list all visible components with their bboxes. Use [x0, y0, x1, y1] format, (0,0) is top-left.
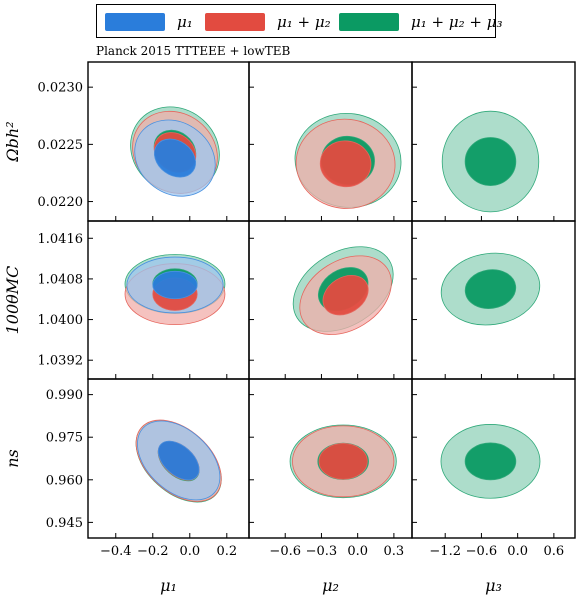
x-axis-label-mu2: μ₂	[322, 576, 339, 595]
contour-68-1-2-3-r0c2	[464, 137, 517, 186]
x-tick-label-c2-3: 0.6	[544, 544, 565, 559]
y-tick-label-r0-1: 0.0225	[38, 138, 84, 153]
y-tick-label-r2-3: 0.990	[46, 388, 83, 403]
x-tick-label-c1-1: −0.3	[306, 544, 338, 559]
x-axis-label-mu3: μ₃	[485, 576, 502, 595]
y-axis-label-omegabh2: Ωbh²	[3, 121, 22, 162]
legend-label-mu1-mu2: μ₁ + μ₂	[277, 13, 331, 31]
legend-label-mu1-mu2-mu3: μ₁ + μ₂ + μ₃	[411, 13, 503, 31]
y-tick-label-r0-0: 0.0220	[38, 195, 84, 210]
x-tick-label-c2-1: −0.6	[466, 544, 498, 559]
y-tick-label-r2-2: 0.975	[46, 431, 83, 446]
x-tick-label-c0-1: −0.2	[137, 544, 169, 559]
contour-68-1-2-r1c1	[322, 274, 369, 316]
legend-label-mu1: μ₁	[177, 13, 193, 31]
y-tick-label-r1-0: 1.0392	[38, 354, 84, 369]
panel-frame-r2c2	[411, 378, 576, 539]
x-axis-label-mu1: μ₁	[160, 576, 177, 595]
x-tick-label-c0-2: 0.0	[179, 544, 200, 559]
y-axis-label-theta: 100θMC	[3, 266, 22, 335]
y-tick-label-r2-1: 0.960	[46, 473, 83, 488]
contour-68-1-r0c0	[153, 138, 196, 178]
y-axis-label-ns: ns	[3, 449, 22, 468]
y-tick-label-r1-2: 1.0408	[38, 272, 84, 287]
contour-68-1-2-3-r1c2	[464, 269, 517, 309]
contour-68-1-r2c0	[157, 440, 200, 481]
y-tick-label-r1-3: 1.0416	[38, 232, 84, 247]
y-tick-label-r1-1: 1.0400	[38, 313, 84, 328]
legend-item-mu1-mu2: μ₁ + μ₂	[205, 11, 331, 33]
legend-swatch-mu1	[105, 13, 165, 31]
x-tick-label-c1-2: 0.0	[347, 544, 368, 559]
x-tick-label-c0-3: 0.2	[216, 544, 237, 559]
legend: μ₁ μ₁ + μ₂ μ₁ + μ₂ + μ₃	[96, 4, 503, 38]
contour-68-1-r1c0	[152, 270, 198, 300]
x-tick-label-c1-3: 0.3	[384, 544, 405, 559]
legend-item-mu1: μ₁	[105, 11, 193, 33]
x-tick-label-c0-0: −0.4	[100, 544, 132, 559]
y-tick-label-r0-2: 0.0230	[38, 81, 84, 96]
legend-swatch-mu1-mu2	[205, 13, 265, 31]
x-tick-label-c2-0: −1.2	[429, 544, 461, 559]
x-tick-label-c1-0: −0.6	[269, 544, 301, 559]
contour-68-1-2-r0c1	[319, 140, 372, 188]
legend-swatch-mu1-mu2-mu3	[339, 13, 399, 31]
y-tick-label-r2-0: 0.945	[46, 516, 83, 531]
chart-subtitle: Planck 2015 TTTEEE + lowTEB	[96, 44, 291, 58]
legend-item-mu1-mu2-mu3: μ₁ + μ₂ + μ₃	[339, 11, 503, 33]
contour-68-1-2-3-r2c2	[464, 442, 517, 481]
contour-68-1-2-r2c1	[318, 443, 368, 480]
x-tick-label-c2-2: 0.0	[507, 544, 528, 559]
